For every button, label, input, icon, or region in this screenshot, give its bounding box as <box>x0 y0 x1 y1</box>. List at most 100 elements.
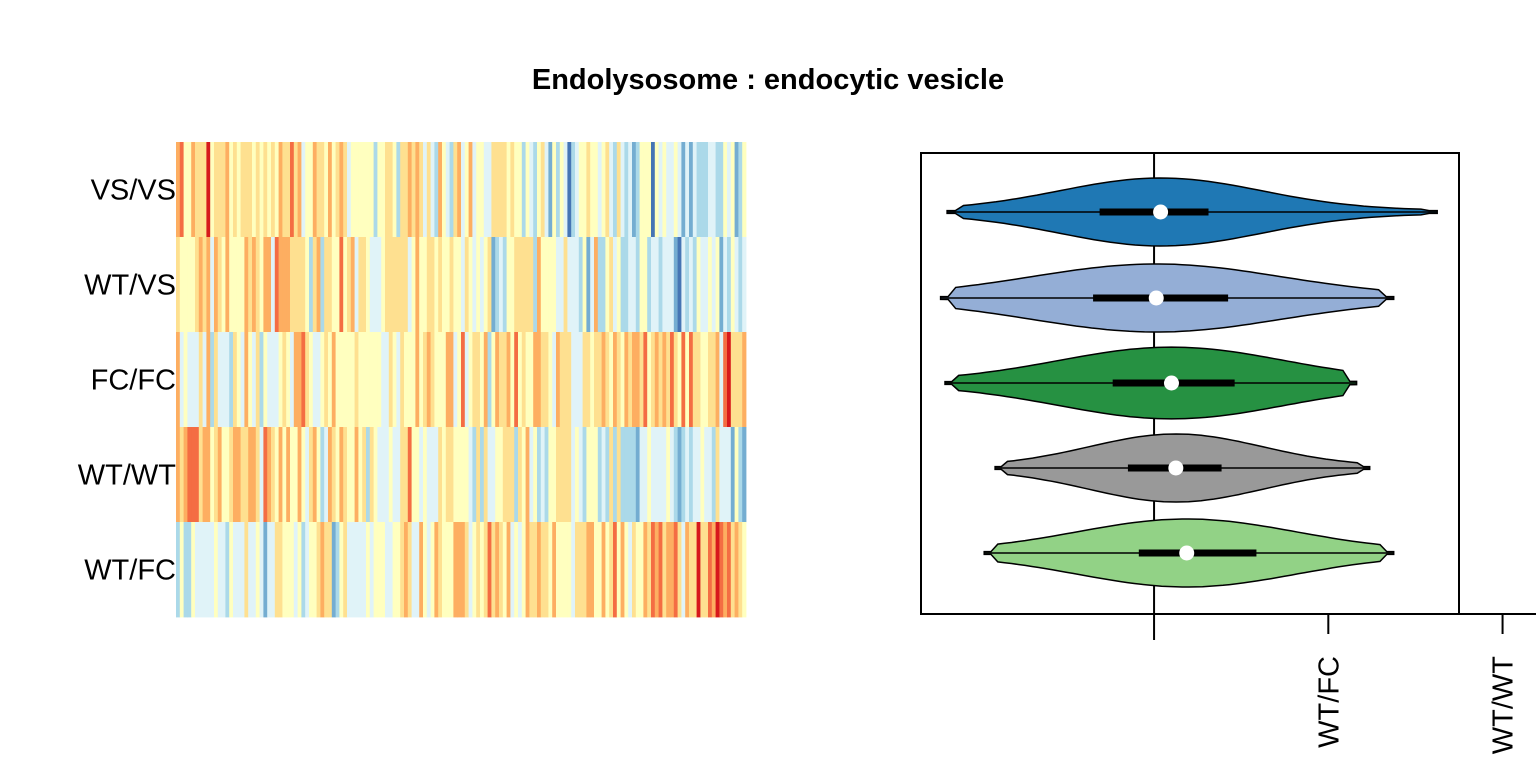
heatmap-cell <box>369 142 374 238</box>
heatmap-cell <box>438 237 443 333</box>
heatmap-cell <box>411 427 416 523</box>
violin-median <box>1163 375 1179 391</box>
heatmap-cell <box>540 522 545 618</box>
heatmap-cell <box>248 237 253 333</box>
heatmap-cell <box>214 427 219 523</box>
heatmap-cell <box>183 332 188 428</box>
heatmap-cell <box>404 332 409 428</box>
heatmap-cell <box>658 522 663 618</box>
heatmap-cell <box>734 332 739 428</box>
heatmap-cell <box>396 332 401 428</box>
heatmap-cell <box>404 142 409 238</box>
heatmap-cell <box>666 142 671 238</box>
heatmap-cell <box>339 237 344 333</box>
heatmap-cell <box>499 237 504 333</box>
heatmap-cell <box>377 332 382 428</box>
heatmap-cell <box>715 142 720 238</box>
heatmap-cell <box>179 427 184 523</box>
heatmap-cell <box>643 332 648 428</box>
heatmap-cell <box>708 142 713 238</box>
heatmap-cell <box>480 142 485 238</box>
heatmap-cell <box>635 237 640 333</box>
heatmap-cell <box>244 522 249 618</box>
heatmap-cell <box>483 142 488 238</box>
heatmap-cell <box>525 522 530 618</box>
heatmap-cell <box>719 522 724 618</box>
heatmap-cell <box>309 427 314 523</box>
heatmap-cell <box>529 237 534 333</box>
heatmap-cell <box>252 237 257 333</box>
heatmap-cell <box>590 332 595 428</box>
heatmap-cell <box>286 237 291 333</box>
heatmap-cell <box>647 332 652 428</box>
heatmap-cell <box>487 522 492 618</box>
heatmap-cell <box>377 522 382 618</box>
heatmap-cell <box>518 237 523 333</box>
heatmap-cell <box>548 427 553 523</box>
heatmap-cell <box>514 427 519 523</box>
heatmap-cell <box>704 522 709 618</box>
heatmap-cell <box>407 427 412 523</box>
heatmap-cell <box>305 427 310 523</box>
heatmap-cell <box>312 332 317 428</box>
heatmap-cell <box>730 427 735 523</box>
heatmap-cell <box>476 522 481 618</box>
heatmap-cell <box>430 142 435 238</box>
heatmap-cell <box>677 332 682 428</box>
heatmap-cell <box>582 142 587 238</box>
heatmap-cell <box>430 522 435 618</box>
heatmap-cell <box>366 332 371 428</box>
heatmap-cell <box>442 427 447 523</box>
heatmap-cell <box>316 237 321 333</box>
heatmap-cell <box>290 142 295 238</box>
heatmap-cell <box>434 332 439 428</box>
heatmap-cell <box>521 142 526 238</box>
heatmap-cell <box>552 237 557 333</box>
heatmap-cell <box>381 332 386 428</box>
heatmap-cell <box>198 142 203 238</box>
heatmap-cell <box>419 237 424 333</box>
heatmap-cell <box>495 522 500 618</box>
heatmap-cell <box>290 522 295 618</box>
heatmap-cell <box>673 237 678 333</box>
heatmap-cell <box>206 427 211 523</box>
heatmap-cell <box>575 237 580 333</box>
heatmap-cell <box>278 522 283 618</box>
heatmap-cell <box>221 427 226 523</box>
heatmap-cell <box>506 237 511 333</box>
heatmap-cell <box>385 237 390 333</box>
heatmap-cell <box>233 237 238 333</box>
heatmap-cell <box>438 522 443 618</box>
heatmap-cell <box>183 237 188 333</box>
heatmap-cell <box>514 237 519 333</box>
heatmap-cell <box>210 237 215 333</box>
heatmap-cell <box>578 522 583 618</box>
heatmap-cell <box>685 427 690 523</box>
heatmap-cell <box>483 332 488 428</box>
heatmap-cell <box>552 427 557 523</box>
heatmap-cell <box>468 427 473 523</box>
heatmap-cell <box>514 332 519 428</box>
heatmap-cell <box>347 427 352 523</box>
heatmap-cell <box>499 332 504 428</box>
heatmap-cell <box>544 237 549 333</box>
heatmap-cell <box>582 332 587 428</box>
violin-shapes <box>939 153 1438 640</box>
heatmap-cell <box>537 427 542 523</box>
heatmap-cell <box>362 142 367 238</box>
heatmap-cell <box>339 522 344 618</box>
heatmap-cell <box>305 522 310 618</box>
heatmap-cell <box>487 427 492 523</box>
heatmap-cell <box>499 522 504 618</box>
heatmap-cell <box>282 332 287 428</box>
heatmap-cell <box>449 237 454 333</box>
heatmap-cell <box>358 237 363 333</box>
heatmap-cell <box>704 332 709 428</box>
heatmap-cell <box>301 522 306 618</box>
heatmap-cell <box>445 332 450 428</box>
heatmap-cell <box>483 522 488 618</box>
heatmap-cell <box>502 142 507 238</box>
heatmap-cell <box>632 142 637 238</box>
heatmap-cell <box>350 332 355 428</box>
heatmap-cell <box>301 332 306 428</box>
